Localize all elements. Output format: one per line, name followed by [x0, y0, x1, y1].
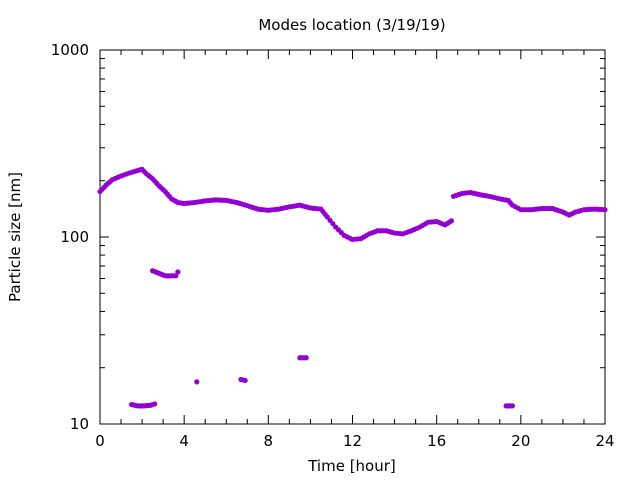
data-point — [509, 403, 516, 409]
x-tick-label: 20 — [511, 432, 530, 450]
x-tick-label: 8 — [264, 432, 274, 450]
data-point — [448, 218, 454, 224]
axis-ticks — [99, 49, 606, 425]
data-point — [602, 207, 608, 213]
x-axis-label: Time [hour] — [307, 457, 396, 475]
data-point — [303, 355, 309, 361]
data-points — [97, 166, 608, 409]
data-point — [173, 273, 179, 279]
x-tick-label: 4 — [179, 432, 189, 450]
y-tick-label: 10 — [70, 415, 89, 433]
x-tick-label: 0 — [95, 432, 105, 450]
x-tick-labels: 0 4 8 12 16 20 24 — [95, 432, 614, 450]
y-tick-label: 100 — [60, 228, 89, 246]
x-tick-label: 16 — [427, 432, 446, 450]
chart-title: Modes location (3/19/19) — [258, 16, 445, 34]
x-tick-label: 12 — [343, 432, 362, 450]
y-tick-labels: 10 100 1000 — [51, 41, 89, 433]
data-point — [194, 379, 200, 385]
data-point — [175, 269, 181, 275]
data-point — [152, 401, 158, 407]
y-tick-label: 1000 — [51, 41, 89, 59]
x-tick-label: 24 — [595, 432, 614, 450]
data-point — [242, 377, 248, 384]
y-axis-label: Particle size [nm] — [6, 172, 24, 302]
